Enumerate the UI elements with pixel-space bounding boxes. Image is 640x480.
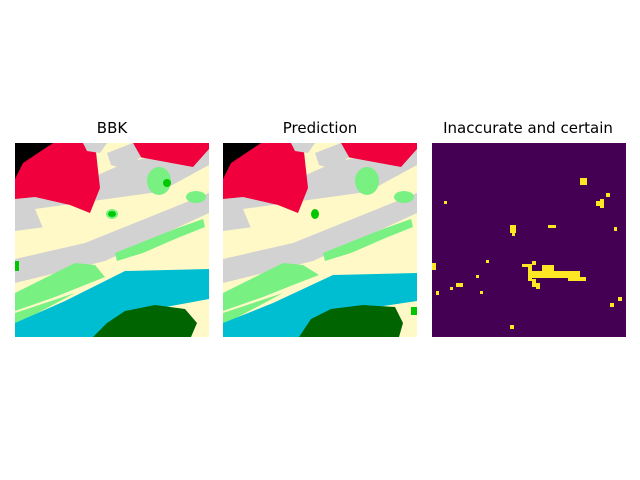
bbk-segmentation-map [15, 143, 209, 337]
panel-title-inaccurate-certain: Inaccurate and certain [443, 119, 613, 137]
panel-title-bbk: BBK [96, 119, 128, 137]
inaccurate-certain-mask [432, 143, 626, 337]
prediction-segmentation-map [223, 143, 417, 337]
panel-title-prediction: Prediction [282, 119, 358, 137]
